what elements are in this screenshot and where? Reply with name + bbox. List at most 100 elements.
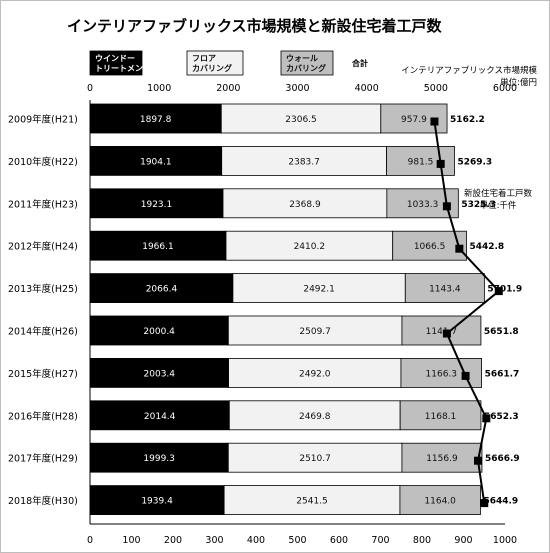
bar-segment bbox=[221, 145, 387, 176]
bottom-tick-label: 800 bbox=[413, 535, 431, 546]
bar-value-label: 1168.1 bbox=[425, 412, 457, 422]
bar-segment bbox=[89, 145, 223, 176]
category-label: 2017年度(H29) bbox=[8, 453, 78, 465]
bar-value-label: 2066.4 bbox=[146, 285, 178, 295]
bar-value-label: 981.5 bbox=[408, 157, 434, 167]
bar-total-label: 5269.3 bbox=[457, 157, 492, 167]
bar-segment bbox=[232, 273, 406, 304]
line-series-point bbox=[474, 456, 483, 465]
bar-value-label: 2492.1 bbox=[303, 285, 335, 295]
bar-total-label: 5666.9 bbox=[485, 454, 520, 464]
bar-value-label: 2368.9 bbox=[289, 200, 321, 210]
top-axis-unit: 単位:億円 bbox=[500, 77, 537, 88]
bar-segment bbox=[401, 442, 483, 473]
bottom-tick-label: 500 bbox=[288, 535, 306, 546]
line-series-point bbox=[480, 499, 489, 508]
bar-value-label: 1939.4 bbox=[141, 497, 173, 507]
category-label: 2011年度(H23) bbox=[8, 198, 78, 210]
bar-total-label: 5651.8 bbox=[484, 327, 519, 337]
top-tick-label: 4000 bbox=[355, 83, 379, 94]
bottom-tick-label: 900 bbox=[454, 535, 472, 546]
bar-segment bbox=[399, 485, 481, 516]
bar-segment bbox=[228, 357, 402, 388]
top-tick-label: 3000 bbox=[285, 83, 309, 94]
line-series-path bbox=[433, 121, 501, 504]
bar-value-label: 1164.0 bbox=[424, 497, 456, 507]
chart-title: インテリアファブリックス市場規模と新設住宅着工戸数 bbox=[67, 17, 443, 35]
bar-value-label: 1923.1 bbox=[141, 200, 173, 210]
bar-total-label: 5701.9 bbox=[487, 285, 522, 295]
bar-total-label: 5442.8 bbox=[469, 242, 504, 252]
bar-value-label: 1999.3 bbox=[143, 454, 175, 464]
legend-swatch bbox=[89, 50, 143, 76]
category-label: 2014年度(H26) bbox=[8, 326, 78, 338]
bottom-tick-label: 700 bbox=[371, 535, 389, 546]
bar-value-label: 2469.8 bbox=[299, 412, 331, 422]
top-tick-label: 6000 bbox=[493, 83, 517, 94]
top-axis-label: インテリアファブリックス市場規模 bbox=[401, 65, 537, 76]
bar-total-label: 5162.2 bbox=[450, 115, 485, 125]
bottom-tick-label: 200 bbox=[164, 535, 182, 546]
bar-segment bbox=[89, 357, 229, 388]
bar-total-label: 5644.9 bbox=[483, 497, 518, 507]
category-label: 2012年度(H24) bbox=[8, 241, 78, 253]
bar-segment bbox=[89, 230, 227, 261]
line-series-point bbox=[442, 329, 451, 338]
top-tick-label: 1000 bbox=[147, 83, 171, 94]
bar-segment bbox=[404, 273, 485, 304]
line-series-point bbox=[430, 117, 439, 126]
bar-total-label: 5652.3 bbox=[484, 412, 519, 422]
bar-value-label: 2541.5 bbox=[296, 497, 328, 507]
bar-value-label: 1904.1 bbox=[140, 157, 172, 167]
line-series-point bbox=[482, 414, 491, 423]
bar-segment bbox=[89, 188, 224, 219]
bar-value-label: 1166.3 bbox=[426, 369, 458, 379]
category-label: 2018年度(H30) bbox=[8, 495, 78, 507]
bar-value-label: 2410.2 bbox=[294, 242, 326, 252]
bar-value-label: 2000.4 bbox=[143, 327, 175, 337]
bar-value-label: 2509.7 bbox=[299, 327, 331, 337]
bottom-tick-label: 400 bbox=[247, 535, 265, 546]
bar-value-label: 1141.7 bbox=[426, 327, 458, 337]
bottom-tick-label: 600 bbox=[330, 535, 348, 546]
line-series-point bbox=[436, 159, 445, 168]
bar-segment bbox=[227, 315, 403, 346]
bar-total-label: 5325.3 bbox=[461, 200, 496, 210]
bar-value-label: 2014.4 bbox=[144, 412, 176, 422]
category-label: 2015年度(H27) bbox=[8, 368, 78, 380]
line-series-point bbox=[455, 244, 464, 253]
bar-segment bbox=[227, 442, 403, 473]
line-series-point bbox=[442, 202, 451, 211]
bar-value-label: 2003.4 bbox=[144, 369, 176, 379]
bar-segment bbox=[392, 230, 467, 261]
bar-total-label: 5661.7 bbox=[485, 369, 520, 379]
legend-label: ウインドー bbox=[95, 54, 135, 63]
bottom-tick-label: 300 bbox=[205, 535, 223, 546]
bar-segment bbox=[222, 188, 388, 219]
bar-segment bbox=[89, 485, 225, 516]
legend-swatch bbox=[280, 50, 334, 76]
legend-label: ウォール bbox=[286, 54, 318, 63]
bar-value-label: 2306.5 bbox=[285, 115, 317, 125]
bar-value-label: 1143.4 bbox=[429, 285, 461, 295]
bar-value-label: 1966.1 bbox=[142, 242, 174, 252]
legend-label: カバリング bbox=[192, 63, 232, 73]
line-series-point bbox=[461, 371, 470, 380]
legend-swatch bbox=[186, 50, 244, 76]
category-label: 2016年度(H28) bbox=[8, 410, 78, 422]
line-series-label: 新設住宅着工戸数 bbox=[464, 188, 533, 199]
top-tick-label: 0 bbox=[87, 83, 93, 94]
bottom-tick-label: 100 bbox=[122, 535, 140, 546]
category-label: 2013年度(H25) bbox=[8, 283, 78, 295]
line-series-point bbox=[494, 287, 503, 296]
bar-value-label: 1897.8 bbox=[140, 115, 172, 125]
bar-value-label: 2510.7 bbox=[299, 454, 331, 464]
bottom-tick-label: 0 bbox=[87, 535, 93, 546]
legend-label: トリートメント bbox=[95, 64, 151, 73]
bar-value-label: 1066.5 bbox=[414, 242, 446, 252]
top-tick-label: 5000 bbox=[424, 83, 448, 94]
bar-value-label: 957.9 bbox=[401, 115, 427, 125]
legend-label: フロア bbox=[192, 54, 216, 63]
line-series-unit: 単位:千件 bbox=[480, 200, 517, 211]
